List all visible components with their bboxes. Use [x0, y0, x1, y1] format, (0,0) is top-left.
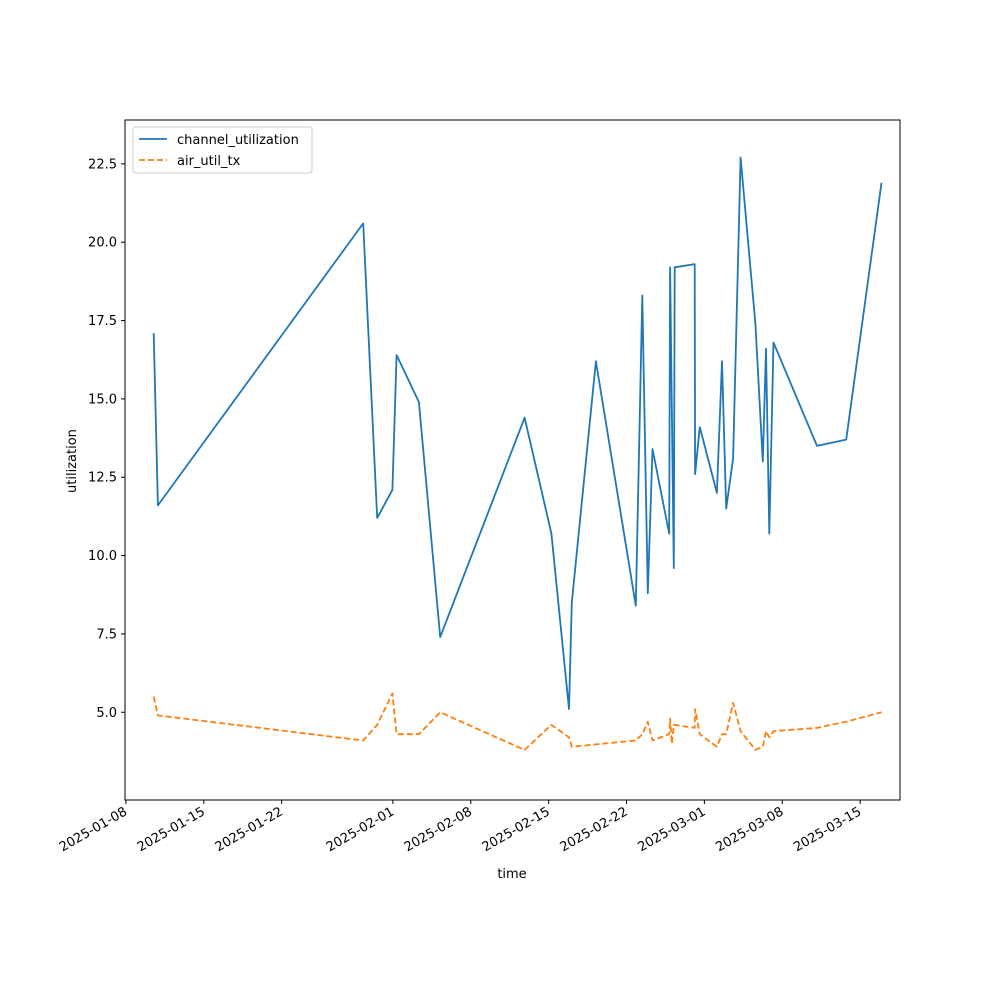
- legend-box: [132, 126, 313, 174]
- x-tick-label: 2025-02-22: [558, 804, 631, 855]
- legend-label-channel-utilization: channel_utilization: [177, 133, 299, 148]
- x-tick-label: 2025-01-15: [135, 804, 208, 855]
- y-tick-label: 15.0: [88, 392, 117, 407]
- x-tick-label: 2025-01-08: [57, 804, 130, 855]
- y-tick-label: 12.5: [88, 471, 117, 486]
- legend-label-air-util-tx: air_util_tx: [177, 154, 241, 169]
- series-line-channel-utilization: [152, 156, 883, 710]
- x-tick-label: 2025-02-15: [480, 804, 553, 855]
- y-axis-label: utilization: [65, 429, 80, 493]
- plot-lines: [152, 156, 883, 751]
- x-tick-label: 2025-03-08: [713, 804, 786, 855]
- legend: channel_utilization air_util_tx: [132, 126, 313, 174]
- y-tick-label: 17.5: [88, 314, 117, 329]
- y-tick-label: 22.5: [88, 157, 117, 172]
- series-line-air-util-tx: [152, 692, 882, 751]
- y-tick-label: 7.5: [96, 627, 117, 642]
- x-axis-label: time: [497, 867, 526, 882]
- plot-frame: [124, 119, 901, 801]
- x-tick-label: 2025-03-01: [635, 804, 708, 855]
- x-tick-label: 2025-03-15: [791, 804, 864, 855]
- y-tick-label: 5.0: [96, 706, 117, 721]
- y-tick-label: 20.0: [88, 236, 117, 251]
- x-tick-label: 2025-02-08: [402, 804, 475, 855]
- x-axis-ticks: 2025-01-08 2025-01-15 2025-01-22 2025-02-01…: [57, 800, 864, 855]
- x-tick-label: 2025-01-22: [213, 804, 286, 855]
- y-tick-label: 10.0: [88, 549, 117, 564]
- y-axis-ticks: 5.0 7.5 10.0 12.5 15.0 17.5 20.0 22.5: [88, 157, 125, 721]
- x-tick-label: 2025-02-01: [324, 804, 397, 855]
